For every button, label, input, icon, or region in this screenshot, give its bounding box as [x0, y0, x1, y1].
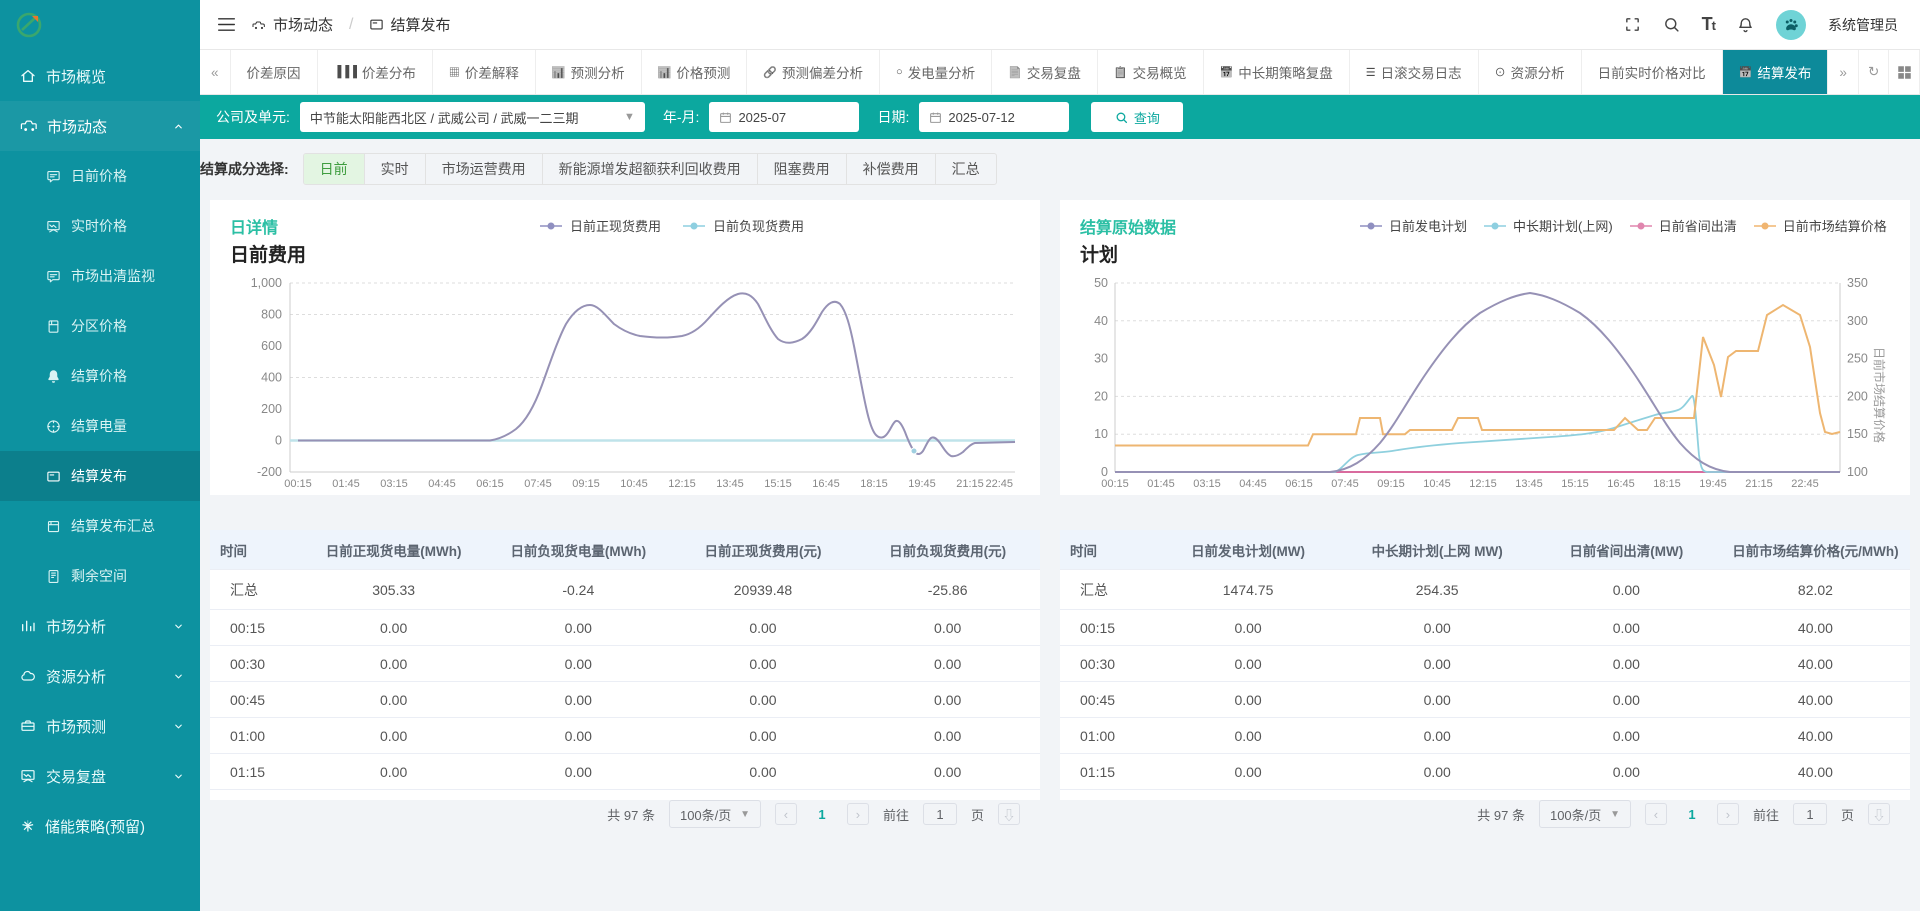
svg-text:15:15: 15:15 [764, 478, 792, 490]
svg-text:13:45: 13:45 [1515, 478, 1543, 490]
svg-text:-200: -200 [257, 465, 282, 479]
svg-text:12:15: 12:15 [1469, 478, 1497, 490]
svg-text:04:45: 04:45 [428, 478, 456, 490]
svg-text:04:45: 04:45 [1239, 478, 1267, 490]
svg-text:0: 0 [275, 434, 282, 448]
svg-text:07:45: 07:45 [1331, 478, 1359, 490]
svg-text:10: 10 [1094, 427, 1108, 441]
svg-text:0: 0 [1101, 465, 1108, 479]
svg-text:400: 400 [261, 371, 282, 385]
svg-text:16:45: 16:45 [1607, 478, 1635, 490]
svg-text:13:45: 13:45 [716, 478, 744, 490]
svg-text:21:15: 21:15 [956, 478, 984, 490]
svg-text:200: 200 [1847, 389, 1868, 403]
svg-text:16:45: 16:45 [812, 478, 840, 490]
svg-text:10:45: 10:45 [620, 478, 648, 490]
svg-text:21:15: 21:15 [1745, 478, 1773, 490]
svg-text:日前市场结算价格: 日前市场结算价格 [1872, 347, 1887, 443]
svg-text:150: 150 [1847, 427, 1868, 441]
svg-text:19:45: 19:45 [908, 478, 936, 490]
svg-text:22:45: 22:45 [985, 478, 1013, 490]
svg-text:30: 30 [1094, 352, 1108, 366]
svg-text:07:45: 07:45 [524, 478, 552, 490]
svg-text:1,000: 1,000 [251, 276, 282, 290]
svg-text:18:15: 18:15 [860, 478, 888, 490]
svg-text:350: 350 [1847, 276, 1868, 290]
svg-text:09:15: 09:15 [1377, 478, 1405, 490]
svg-text:10:45: 10:45 [1423, 478, 1451, 490]
svg-text:06:15: 06:15 [1285, 478, 1313, 490]
svg-text:15:15: 15:15 [1561, 478, 1589, 490]
svg-text:200: 200 [261, 402, 282, 416]
svg-text:00:15: 00:15 [1101, 478, 1129, 490]
svg-text:40: 40 [1094, 314, 1108, 328]
svg-text:06:15: 06:15 [476, 478, 504, 490]
svg-text:100: 100 [1847, 465, 1868, 479]
svg-text:00:15: 00:15 [284, 478, 312, 490]
svg-text:09:15: 09:15 [572, 478, 600, 490]
svg-text:19:45: 19:45 [1699, 478, 1727, 490]
svg-text:12:15: 12:15 [668, 478, 696, 490]
svg-text:800: 800 [261, 308, 282, 322]
svg-text:22:45: 22:45 [1791, 478, 1819, 490]
svg-text:03:15: 03:15 [1193, 478, 1221, 490]
svg-text:250: 250 [1847, 352, 1868, 366]
svg-text:50: 50 [1094, 276, 1108, 290]
svg-text:300: 300 [1847, 314, 1868, 328]
svg-text:600: 600 [261, 339, 282, 353]
svg-text:18:15: 18:15 [1653, 478, 1681, 490]
svg-text:20: 20 [1094, 389, 1108, 403]
svg-text:01:45: 01:45 [332, 478, 360, 490]
svg-text:03:15: 03:15 [380, 478, 408, 490]
svg-text:01:45: 01:45 [1147, 478, 1175, 490]
